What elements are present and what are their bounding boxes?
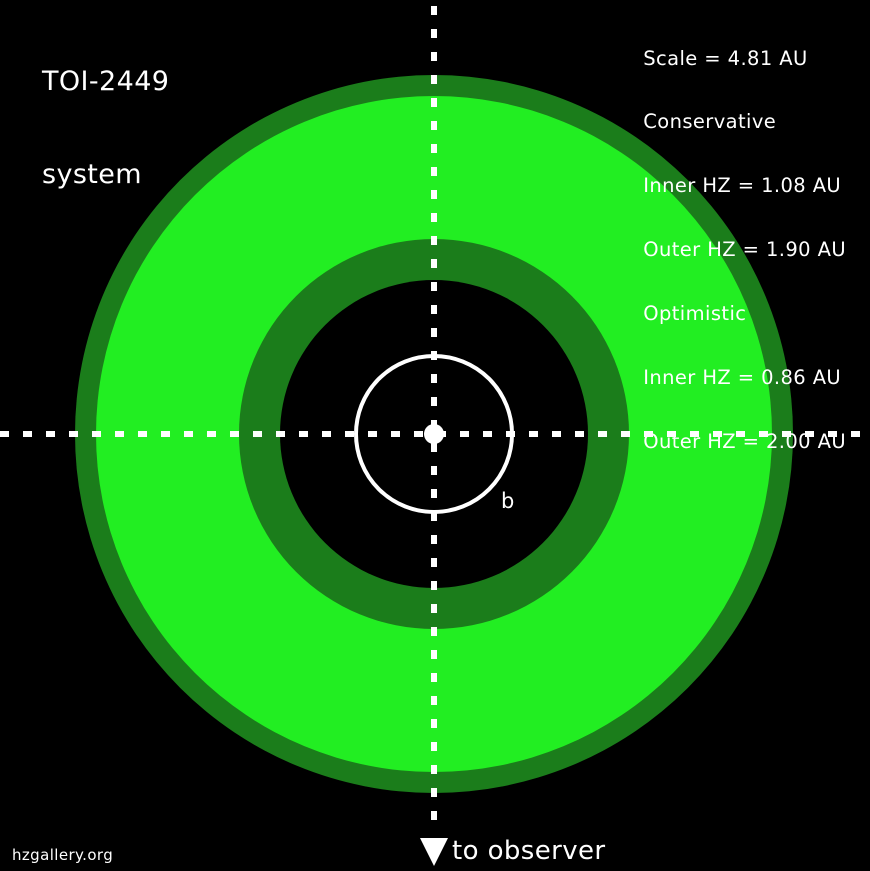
planet-label-b: b (501, 489, 515, 513)
planet-orbit-b (354, 354, 514, 514)
watermark: hzgallery.org (12, 846, 114, 864)
legend-optimistic-inner-hz: Inner HZ = 0.86 AU (643, 366, 842, 390)
page-title: TOI-2449 system (42, 4, 169, 252)
legend-conservative-header: Conservative (643, 110, 777, 134)
system-subtitle: system (42, 159, 143, 190)
legend-conservative-outer-hz: Outer HZ = 1.90 AU (643, 238, 846, 262)
central-star (424, 424, 444, 444)
legend-conservative-inner-hz: Inner HZ = 1.08 AU (643, 174, 842, 198)
system-name: TOI-2449 (42, 66, 170, 97)
legend-optimistic-header: Optimistic (643, 302, 747, 326)
down-arrowhead-icon (420, 838, 448, 866)
observer-direction-label: to observer (452, 836, 606, 866)
legend-scale: Scale = 4.81 AU (643, 46, 808, 70)
legend-panel: Scale = 4.81 AU Conservative Inner HZ = … (643, 5, 846, 495)
legend-optimistic-outer-hz: Outer HZ = 2.00 AU (643, 429, 846, 453)
